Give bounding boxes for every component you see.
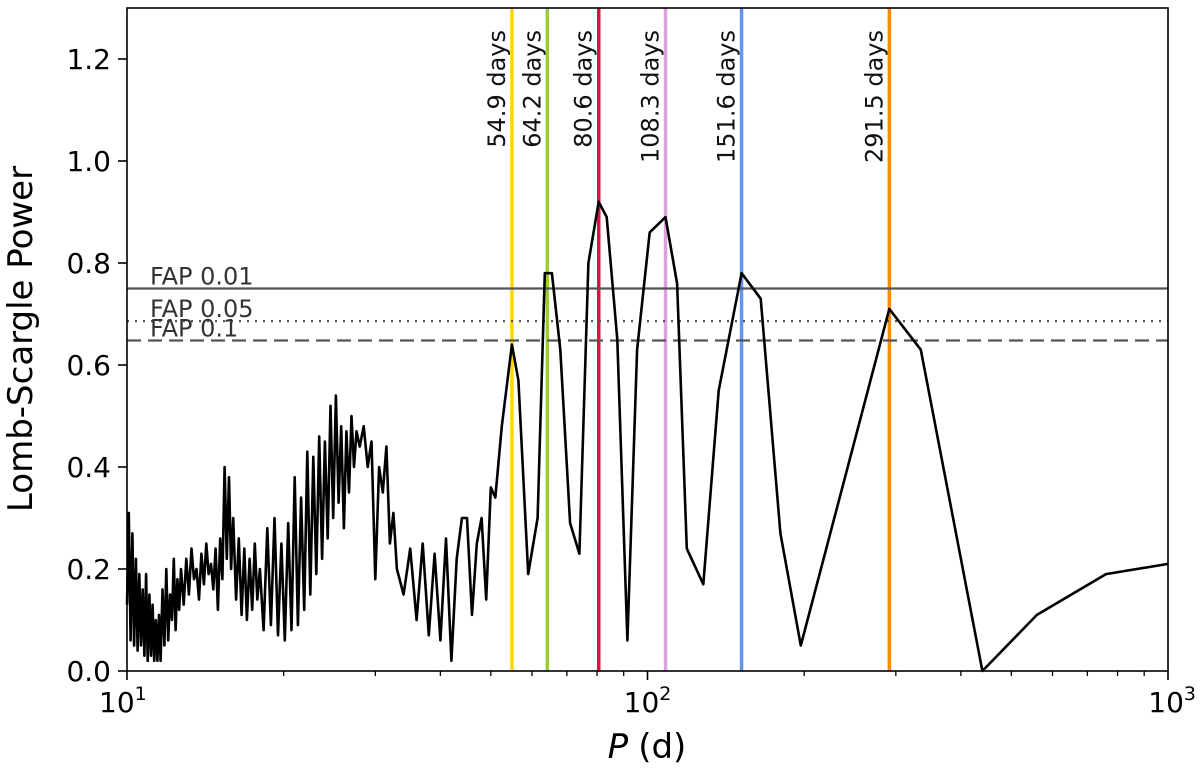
y-axis-label: Lomb-Scargle Power: [1, 166, 41, 512]
fap-label-fap-0-05: FAP 0.05: [150, 295, 254, 323]
y-tick-label-1.2: 1.2: [66, 43, 111, 76]
x-axis-label-symbol: P: [608, 727, 629, 767]
fap-label-fap-0-1: FAP 0.1: [150, 315, 238, 343]
x-tick-label-exponent: 1: [135, 683, 147, 705]
x-tick-label-100: 102: [624, 683, 672, 719]
x-axis-label: P (d): [608, 727, 687, 767]
y-ticks: 0.0 0.2 0.4 0.6 0.8 1.0 1.2: [66, 43, 127, 688]
y-tick-label-1.0: 1.0: [66, 145, 111, 178]
y-tick-label-0.2: 0.2: [66, 553, 111, 586]
x-tick-label-base: 10: [99, 686, 135, 719]
x-tick-label-exponent: 2: [659, 683, 671, 705]
x-tick-label-exponent: 3: [1184, 683, 1196, 705]
period-marker-label-108-3-days: 108.3 days: [637, 30, 665, 163]
x-tick-label-base: 10: [624, 686, 660, 719]
y-tick-label-0.6: 0.6: [66, 349, 111, 382]
period-marker-label-80-6-days: 80.6 days: [570, 30, 598, 148]
fap-lines: [127, 287, 1168, 342]
y-tick-label-0.8: 0.8: [66, 247, 111, 280]
period-marker-labels: 54.9 days 64.2 days 80.6 days 108.3 days 151…: [483, 30, 888, 163]
period-marker-label-291-5-days: 291.5 days: [860, 30, 888, 163]
x-axis-label-unit: (d): [638, 727, 686, 767]
x-tick-label-base: 10: [1148, 686, 1184, 719]
y-tick-label-0.4: 0.4: [66, 451, 111, 484]
x-tick-label-1000: 103: [1148, 683, 1196, 719]
periodogram-series-line-0: [125, 200, 1169, 673]
x-tick-label-10: 101: [99, 683, 147, 719]
period-marker-label-151-6-days: 151.6 days: [713, 30, 741, 163]
period-marker-label-64-2-days: 64.2 days: [518, 30, 546, 148]
y-tick-label-0.0: 0.0: [66, 655, 111, 688]
period-marker-label-54-9-days: 54.9 days: [483, 30, 511, 148]
fap-label-fap-0-01: FAP 0.01: [150, 263, 254, 291]
series-lines: [125, 200, 1169, 673]
x-ticks: 101 102 103: [99, 671, 1196, 719]
